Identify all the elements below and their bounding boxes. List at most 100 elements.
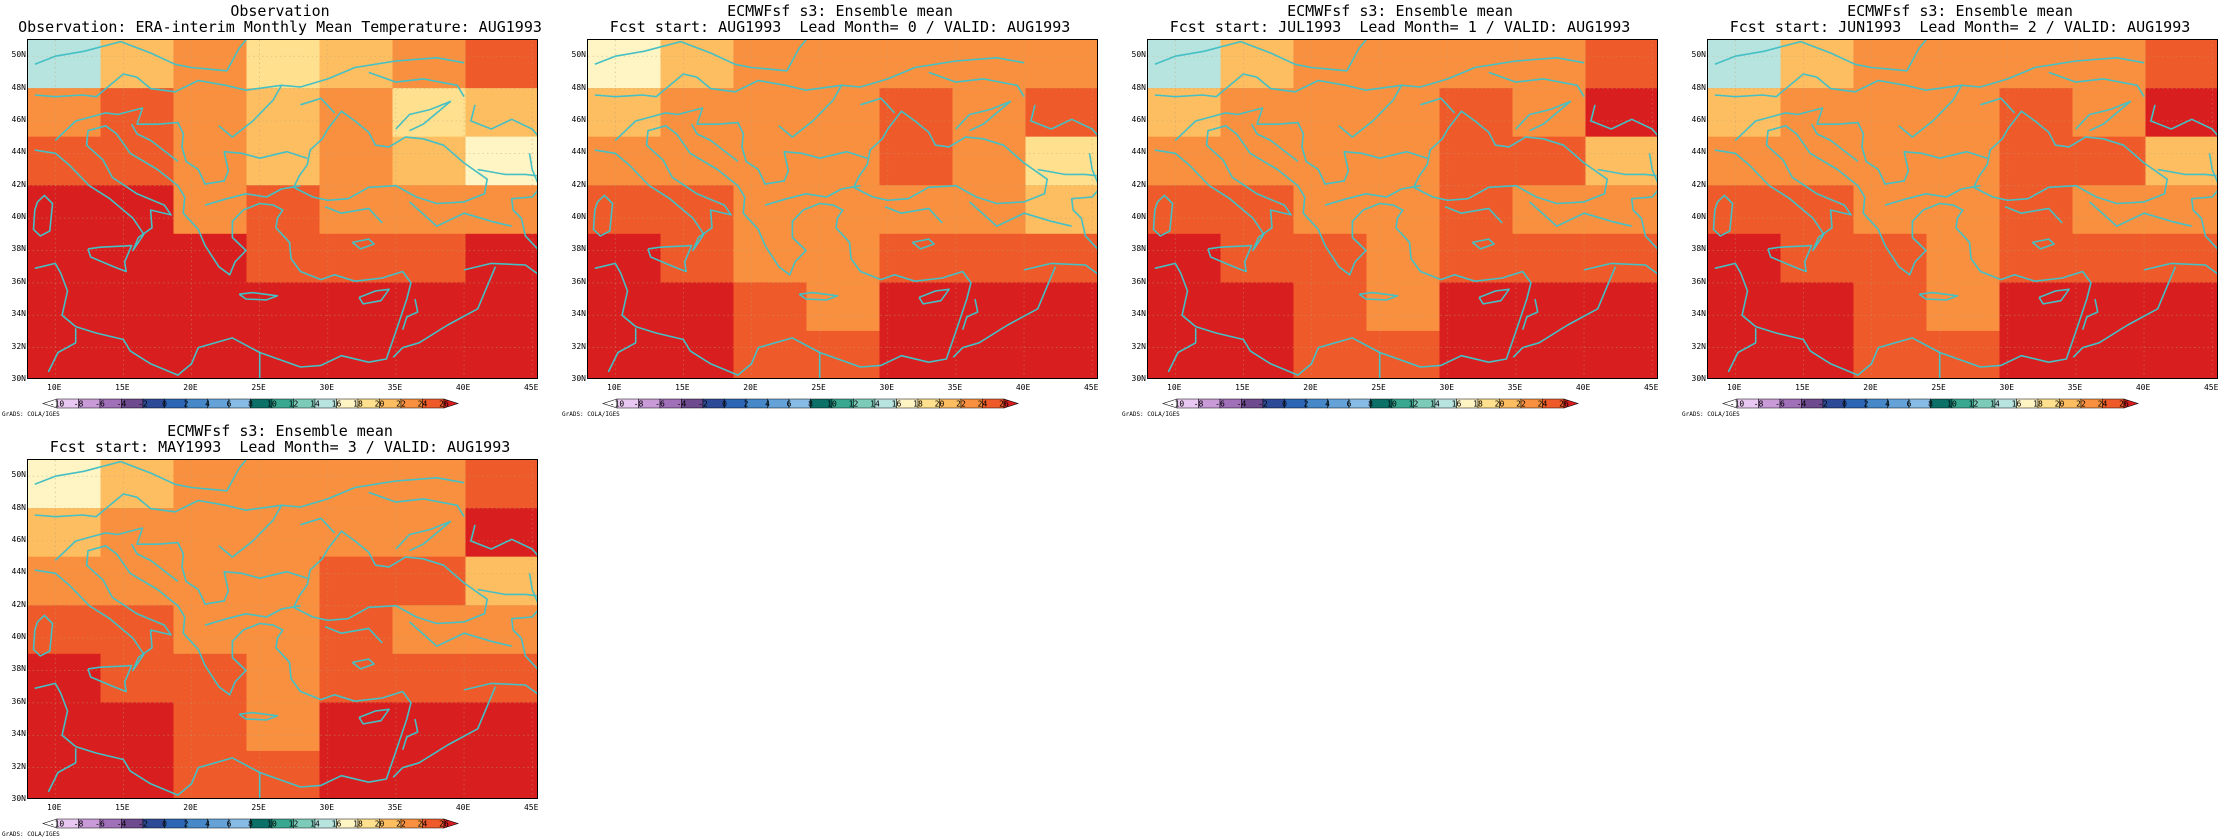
colorbar-tick-label: -8 [634,400,644,409]
colorbar-tick-label: 18 [353,400,363,409]
panel-subtitle: Fcst start: MAY1993 Lead Month= 3 / VALI… [49,438,511,456]
colorbar-tick-label: 12 [289,400,299,409]
lat-tick-label: 30N [11,794,26,803]
coastline [594,125,972,376]
temperature-cell [1148,282,1222,332]
temperature-cell [1220,136,1295,187]
temperature-cell [173,750,248,798]
temperature-cell [879,40,954,90]
coastline [392,266,497,358]
temperature-cell [28,460,102,510]
temperature-cell [1926,282,2001,332]
coastline [470,104,537,136]
temperature-cell [246,88,321,138]
coastline [130,543,179,583]
colorbar-tick-label: 18 [2033,400,2043,409]
colorbar-tick-label: 4 [1885,400,1890,409]
colorbar-tick-label: 20 [2055,400,2065,409]
colorbar-tick-label: 8 [1368,400,1373,409]
temperature-cell [733,282,808,332]
temperature-cell [1025,88,1097,138]
colorbar-tick-label: -4 [117,820,127,829]
temperature-cell [806,330,881,378]
temperature-cell [1512,136,1587,187]
colorbar-tick-label: 6 [227,400,232,409]
lon-tick-label: 40E [2135,383,2151,392]
temperature-cell [465,282,537,332]
temperature-cell [1025,282,1097,332]
temperature-cell [173,136,248,187]
colorbar-tick-label: -8 [74,820,84,829]
coastline [87,244,133,273]
colorbar-tick-label: -8 [1194,400,1204,409]
colorbar-tick-label: 12 [849,400,859,409]
coastline [1488,71,1585,98]
colorbar-tick-label: -6 [1775,400,1785,409]
panel-title: ECMWFsf s3: Ensemble mean [727,2,953,20]
lon-tick-label: 40E [455,383,471,392]
colorbar-tick-label: 20 [375,400,385,409]
temperature-cell [173,605,248,655]
colorbar-tick-label: 14 [870,400,880,409]
colorbar-tick-label: 0 [1282,400,1287,409]
coastline [1898,84,1963,138]
colorbar-tick-label: 24 [2098,400,2108,409]
colorbar-legend: -10 -8 -6 -4 -2 0 2 4 6 8 10 12 14 16 18 20 22 24 26 GrADS:… [1680,397,2240,417]
colorbar-tick-label: -2 [138,820,148,829]
temperature-cell [100,282,175,332]
coastline [401,718,419,751]
coastline [1980,97,2016,114]
lon-tick-label: 45E [523,803,539,812]
lat-tick-label: 42N [1131,179,1146,189]
lon-tick-label: 15E [115,803,130,812]
coastline [1528,201,1632,227]
coastline [928,71,1025,98]
temperature-cell [173,556,248,607]
colorbar-tick-label: 10 [267,820,277,829]
temperature-cell [1366,136,1441,187]
coastline [392,686,497,778]
lat-tick-label: 42N [571,179,586,189]
colorbar-tick-label: -8 [1754,400,1764,409]
coastline [1037,168,1097,177]
temperature-cell [1148,40,1222,90]
temperature-cell [1708,330,1782,378]
coastline [395,100,452,132]
lat-tick-label: 32N [1131,341,1146,351]
lon-tick-label: 30E [319,383,335,392]
lat-tick-label: 40N [11,632,26,642]
coastline [218,84,283,138]
lat-tick-label: 50N [11,50,26,60]
coastline [34,476,465,518]
temperature-cell [1148,330,1222,378]
coastline [1154,125,1532,376]
temperature-cell [733,40,808,90]
colorbar-tick-label: -2 [138,400,148,409]
coastline [1412,110,1609,205]
lon-tick-label: 15E [1235,383,1250,392]
coastline [324,206,383,224]
temperature-cell [879,88,954,138]
coastline [2031,238,2055,250]
colorbar-tick-label: 8 [248,400,253,409]
temperature-cell [1853,136,1928,187]
coastline [2143,262,2217,275]
lat-tick-label: 48N [11,82,26,92]
coastline [1250,123,1299,163]
coastline [238,711,279,721]
temperature-cell [392,653,467,704]
coastline [884,206,943,224]
lat-tick-label: 38N [1691,244,1706,254]
coastline [1167,328,1197,373]
colorbar-tick-label: 24 [418,820,428,829]
temperature-cell [100,88,175,138]
colorbar-tick-label: 22 [396,820,406,829]
temperature-map [1707,39,2218,379]
temperature-cell [465,605,537,655]
grads-credit: GrADS: COLA/IGES [1122,411,1180,417]
lat-tick-label: 40N [11,212,26,222]
temperature-cell [660,233,735,284]
coastline [1030,104,1097,136]
coastline [463,682,537,695]
temperature-cell [100,136,175,187]
